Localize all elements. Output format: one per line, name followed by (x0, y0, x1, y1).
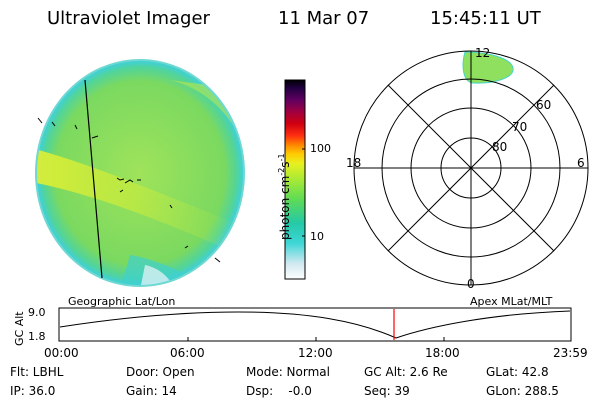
colorbar (284, 79, 306, 280)
status-seq: Seq: 39 (364, 384, 410, 398)
lat-label-80: 80 (492, 140, 508, 154)
geographic-label: Geographic Lat/Lon (68, 295, 176, 308)
mlt-label-6: 6 (577, 156, 585, 170)
colorbar-tick-10: 10 (310, 230, 324, 243)
status-door: Door: Open (126, 365, 195, 379)
colorbar-tick-100: 100 (310, 142, 331, 155)
lat-label-60: 60 (536, 98, 552, 112)
status-mode: Mode: Normal (246, 365, 330, 379)
timeline-xtick-0600: 06:00 (170, 346, 205, 360)
auroral-band (37, 145, 240, 255)
colorbar-unit-label: photon cm-2s-1 (277, 153, 292, 240)
status-gc-alt: GC Alt: 2.6 Re (364, 365, 448, 379)
uv-earth-image (35, 59, 245, 287)
timeline-xtick-0000: 00:00 (44, 346, 79, 360)
status-ip: IP: 36.0 (10, 384, 56, 398)
auroral-oval-patch (462, 51, 514, 84)
timeline-axis-title: GC Alt (13, 311, 26, 346)
date-label: 11 Mar 07 (278, 8, 370, 29)
status-filter: Flt: LBHL (10, 365, 64, 379)
timeline-xtick-1200: 12:00 (298, 346, 333, 360)
polar-axis-diag2 (387, 84, 555, 252)
status-gain: Gain: 14 (126, 384, 177, 398)
status-dsp: Dsp: -0.0 (246, 384, 312, 398)
status-glon: GLon: 288.5 (486, 384, 559, 398)
coastline-fragments (37, 117, 221, 263)
time-label: 15:45:11 UT (430, 8, 541, 29)
apex-label: Apex MLat/MLT (470, 295, 553, 308)
mlt-label-18: 18 (346, 156, 362, 170)
status-glat: GLat: 42.8 (486, 365, 549, 379)
timeline-xtick-1800: 18:00 (425, 346, 460, 360)
altitude-curve (59, 310, 571, 339)
app-title: Ultraviolet Imager (47, 8, 210, 29)
timeline-ytick-1_8: 1.8 (28, 330, 46, 343)
polar-mlt-plot (353, 50, 589, 286)
mlt-label-12: 12 (475, 46, 491, 60)
timeline-ytick-9: 9.0 (28, 306, 46, 319)
lat-label-70: 70 (512, 120, 528, 134)
timeline-xtick-2359: 23:59 (553, 346, 588, 360)
altitude-timeline (58, 307, 572, 342)
mlt-label-0: 0 (467, 277, 475, 291)
terminator-line (84, 79, 103, 279)
